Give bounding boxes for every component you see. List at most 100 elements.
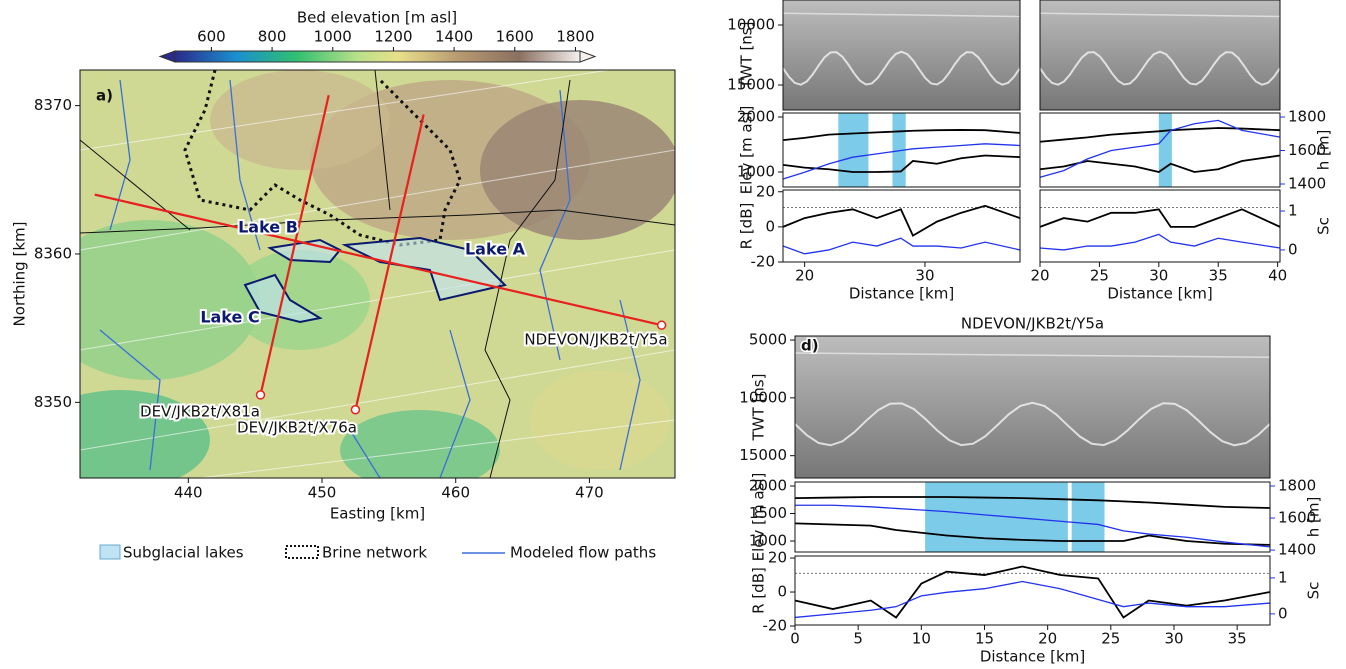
x-tick-label: 20: [1030, 267, 1049, 285]
radargram: [783, 0, 1020, 110]
axes-frame: [794, 555, 1271, 626]
x-axis-label: Distance [km]: [980, 648, 1085, 666]
colorbar: [174, 50, 581, 63]
y-tick-label: 20: [756, 182, 775, 200]
y-axis-label: Sc: [1305, 582, 1323, 600]
x-tick-label: 5: [853, 630, 863, 648]
profile-end: [255, 390, 266, 400]
annotations: a) Lake B Lake A Lake C NDEVON/JKB2t/Y5a…: [11, 0, 1333, 666]
profile-line: [259, 94, 330, 396]
y-tick-label: 5000: [749, 331, 787, 349]
axes-frame: [782, 0, 1021, 111]
colorbar-tick-label: 1000: [314, 28, 352, 46]
x-tick-label: 450: [308, 484, 337, 502]
radar-reflector: [1039, 50, 1281, 86]
series-line: [782, 237, 1021, 255]
chart-title: NDEVON/JKB2t/Y5a: [961, 315, 1104, 333]
x-tick-label: 25: [1090, 267, 1109, 285]
y-tick-label: 1000: [737, 162, 775, 180]
lake-label: Lake B: [238, 218, 298, 237]
radargram: [1040, 0, 1280, 110]
y-tick-label: 1000: [749, 532, 787, 550]
y2-tick-label: 1400: [1278, 541, 1316, 559]
series-line: [1039, 119, 1281, 178]
y-tick-label: -20: [751, 253, 776, 271]
y-axis-label: Sc: [1315, 217, 1333, 235]
y-axis-label: TWT [ns]: [750, 374, 768, 442]
colorbar-tick-label: 600: [197, 28, 226, 46]
radar-reflector: [782, 50, 1021, 86]
series-line: [782, 143, 1021, 180]
y-tick-label: 10000: [739, 388, 787, 406]
y-tick-label: 15000: [739, 446, 787, 464]
x-tick-label: 35: [1209, 267, 1228, 285]
x-tick-label: 470: [575, 484, 604, 502]
marks: [94, 0, 1281, 619]
series-line: [782, 129, 1021, 141]
legend-swatch: [285, 545, 319, 559]
colorbar-extend: [579, 50, 597, 63]
x-axis-label: Distance [km]: [849, 285, 954, 303]
x-tick-label: 460: [441, 484, 470, 502]
legend-label: Brine network: [322, 544, 427, 562]
profile-label: DEV/JKB2t/X76a: [237, 419, 357, 437]
series-line: [794, 580, 1271, 619]
y-axis-label: h [m]: [1315, 130, 1333, 171]
profile-end: [350, 405, 361, 415]
profile-label: DEV/JKB2t/X81a: [140, 403, 260, 421]
colorbar-tick-label: 1800: [556, 28, 594, 46]
y-axis-label: Elev [m asl]: [738, 106, 756, 195]
axes-frame: [1039, 112, 1281, 188]
x-tick-label: 25: [1101, 630, 1120, 648]
series-line: [782, 154, 1021, 173]
series-line: [795, 504, 1271, 548]
y2-tick-label: 0: [1278, 604, 1288, 622]
y-tick-label: 0: [777, 583, 787, 601]
lake-span: [838, 113, 869, 187]
x-tick-label: 30: [915, 267, 934, 285]
y2-tick-label: 0: [1288, 240, 1298, 258]
axes-frame: [1039, 0, 1281, 111]
colorbar-extend: [158, 50, 176, 63]
radar-reflector: [794, 352, 1271, 359]
y-tick-label: 8350: [34, 393, 72, 411]
y2-tick-label: 1800: [1278, 477, 1316, 495]
legend-label: Subglacial lakes: [123, 544, 244, 562]
colorbar-label: Bed elevation [m asl]: [297, 9, 457, 27]
y2-tick-label: 1: [1278, 568, 1288, 586]
map-background: [80, 70, 675, 478]
legend-label: Modeled flow paths: [510, 544, 656, 562]
series-line: [794, 522, 1271, 546]
y-tick-label: -20: [763, 617, 788, 635]
profile-line: [94, 193, 662, 327]
x-tick-label: 0: [790, 630, 800, 648]
panel-label: d): [801, 337, 819, 355]
x-axis-label: Distance [km]: [1107, 285, 1212, 303]
axes-frame: [782, 189, 1021, 263]
x-tick-label: 10: [912, 630, 931, 648]
series-line: [794, 565, 1271, 619]
colorbar-tick-label: 1600: [496, 28, 534, 46]
axes-frame: [794, 481, 1271, 553]
colorbar-tick-label: 1400: [435, 28, 473, 46]
y-axis-label: R [dB]: [738, 203, 756, 250]
profile-end: [656, 320, 667, 330]
series-line: [794, 496, 1271, 509]
series-line: [1039, 233, 1281, 251]
y-axis-label: R [dB]: [750, 567, 768, 614]
y-tick-label: 2000: [737, 108, 775, 126]
series-line: [1039, 208, 1281, 228]
y-axis-label: Northing [km]: [11, 222, 29, 327]
radar-reflector: [794, 401, 1271, 447]
radar-reflector: [1039, 12, 1281, 18]
axes-frame: [79, 69, 676, 479]
profile-line: [354, 114, 425, 411]
radargram: [795, 336, 1270, 478]
y2-tick-label: 1400: [1288, 174, 1326, 192]
x-tick-label: 40: [1268, 267, 1287, 285]
lake-label: Lake C: [200, 308, 259, 327]
axes-frame: [1039, 189, 1281, 263]
y-tick-label: 0: [765, 217, 775, 235]
y-tick-label: 20: [768, 549, 787, 567]
